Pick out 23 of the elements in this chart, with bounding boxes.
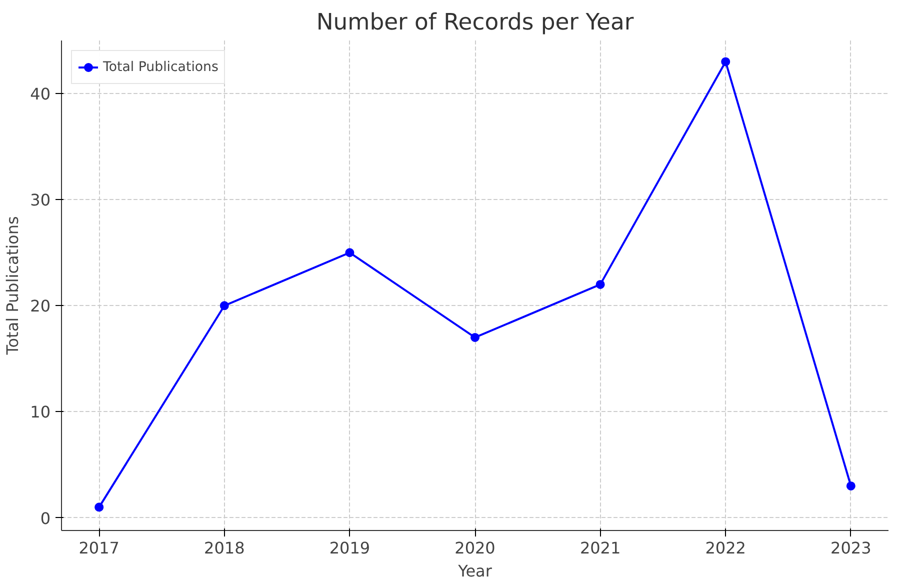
x-tick-label: 2018 (204, 538, 245, 558)
x-tick-label: 2021 (580, 538, 621, 558)
y-tick-label: 0 (40, 508, 51, 528)
point (721, 57, 730, 66)
y-axis-title: Total Publications (3, 216, 22, 356)
point (596, 280, 605, 289)
y-tick-label: 20 (30, 296, 50, 316)
y-tick-label: 30 (30, 190, 50, 210)
point (345, 248, 354, 258)
point (846, 481, 856, 490)
x-axis-title: Year (457, 562, 492, 580)
x-tick-label: 2020 (454, 538, 496, 558)
point (94, 502, 104, 512)
chart-title: Number of Records per Year (316, 10, 634, 36)
y-tick-label: 10 (30, 402, 50, 422)
x-tick-label: 2017 (78, 538, 120, 558)
x-tick-label: 2022 (705, 538, 746, 558)
x-tick-label: 2019 (329, 538, 370, 558)
x-tick-label: 2023 (830, 538, 872, 558)
point (470, 332, 480, 342)
legend-label: Total Publications (103, 60, 218, 74)
y-tick-label: 40 (30, 84, 50, 104)
point (220, 301, 229, 310)
